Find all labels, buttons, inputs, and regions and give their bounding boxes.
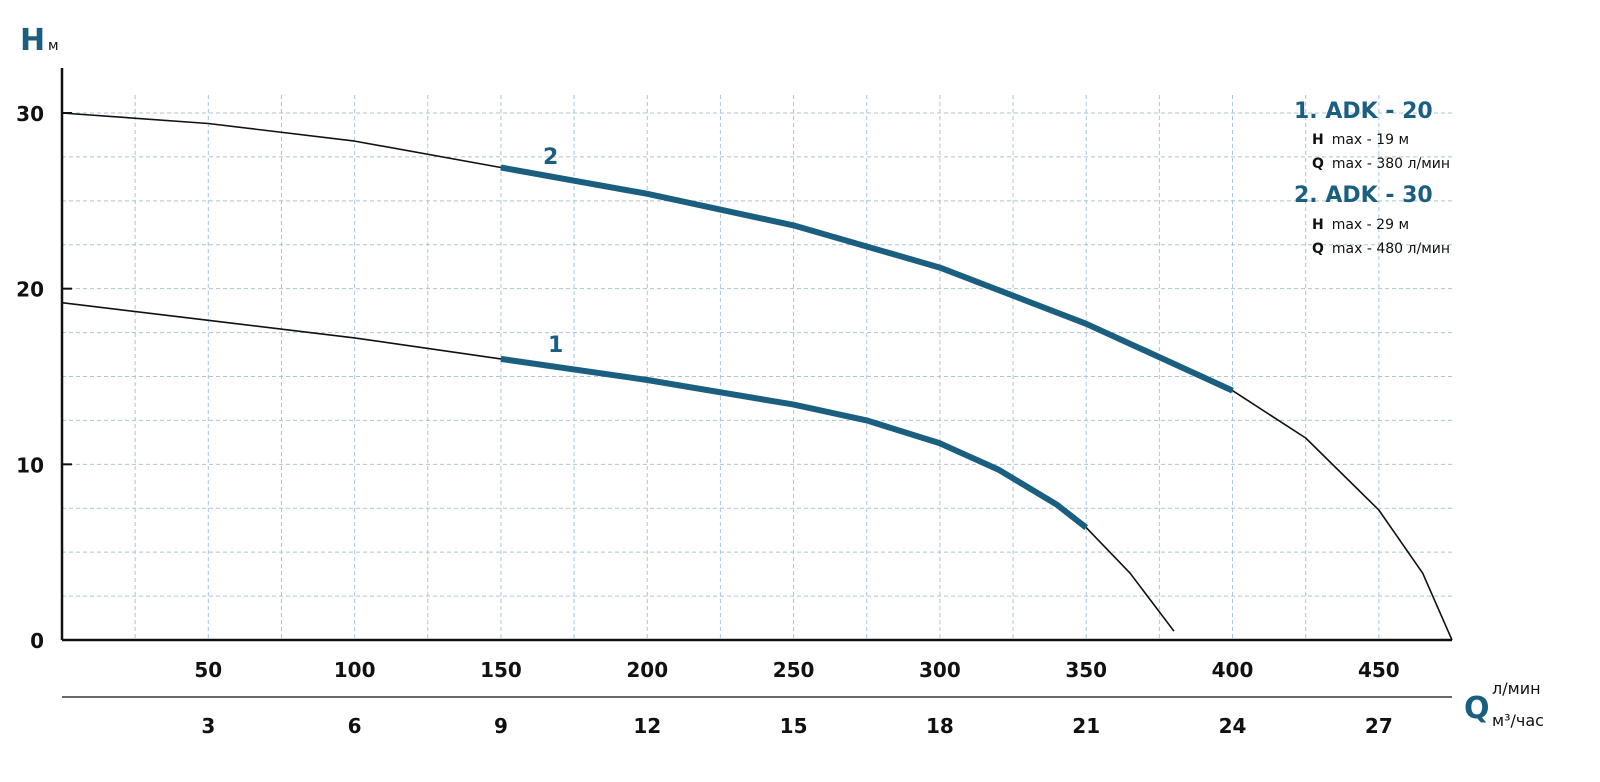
x2-tick-label: 18	[926, 714, 954, 738]
x2-tick-label: 21	[1072, 714, 1100, 738]
series-2-working-range	[500, 164, 1234, 394]
series-label-1: 1	[548, 333, 563, 358]
x-tick-label: 150	[480, 658, 522, 682]
x-axis-unit-secondary: м³/час	[1492, 711, 1544, 730]
x2-tick-label: 3	[201, 714, 215, 738]
legend-item-1-h-label: H	[1312, 132, 1324, 148]
legend-item-1-q-label: Q	[1312, 156, 1324, 172]
legend: 1. ADK - 20 H max - 19 м Q max - 380 л/м…	[1294, 99, 1450, 257]
x-tick-label: 450	[1358, 658, 1400, 682]
x-tick-label: 100	[334, 658, 376, 682]
x2-tick-label: 24	[1219, 714, 1247, 738]
x-tick-label: 50	[194, 658, 222, 682]
legend-item-2-hmax: H max - 29 м	[1312, 217, 1409, 233]
legend-item-1-q-text: max - 380 л/мин	[1332, 156, 1450, 172]
y-axis-symbol: H	[20, 23, 45, 58]
grid	[62, 95, 1452, 640]
legend-item-2-title: 2. ADK - 30	[1294, 183, 1433, 208]
x-tick-label: 200	[626, 658, 668, 682]
legend-item-1-hmax: H max - 19 м	[1312, 132, 1409, 148]
legend-item-2-q-text: max - 480 л/мин	[1332, 241, 1450, 257]
x2-tick-label: 6	[348, 714, 362, 738]
x-tick-label: 300	[919, 658, 961, 682]
legend-item-2-qmax: Q max - 480 л/мин	[1312, 241, 1450, 257]
legend-item-2-h-label: H	[1312, 217, 1324, 233]
y-tick-label: 20	[16, 278, 44, 302]
axes	[60, 68, 1452, 698]
legend-item-1-h-text: max - 19 м	[1332, 132, 1409, 148]
y-tick-label: 10	[16, 453, 44, 477]
y-tick-label: 0	[30, 629, 44, 653]
x2-tick-label: 27	[1365, 714, 1393, 738]
series-1-full-curve	[61, 301, 1175, 632]
x-tick-label: 400	[1212, 658, 1254, 682]
tick-labels: 0102030503100615092001225015300183502140…	[16, 102, 1400, 738]
legend-item-1-qmax: Q max - 380 л/мин	[1312, 156, 1450, 172]
legend-item-1-title: 1. ADK - 20	[1294, 99, 1433, 124]
x-tick-label: 350	[1065, 658, 1107, 682]
x-axis-unit-primary: л/мин	[1492, 679, 1541, 698]
legend-item-2-h-text: max - 29 м	[1332, 217, 1409, 233]
series-1-working-range	[500, 355, 1089, 530]
legend-item-2-q-label: Q	[1312, 241, 1324, 257]
y-axis-unit: м	[48, 38, 59, 54]
curves	[61, 112, 1453, 641]
x2-tick-label: 9	[494, 714, 508, 738]
y-tick-label: 30	[16, 102, 44, 126]
x2-tick-label: 12	[633, 714, 661, 738]
x2-tick-label: 15	[780, 714, 808, 738]
x-tick-label: 250	[773, 658, 815, 682]
series-label-2: 2	[543, 145, 558, 170]
x-axis-symbol: Q	[1464, 691, 1490, 726]
